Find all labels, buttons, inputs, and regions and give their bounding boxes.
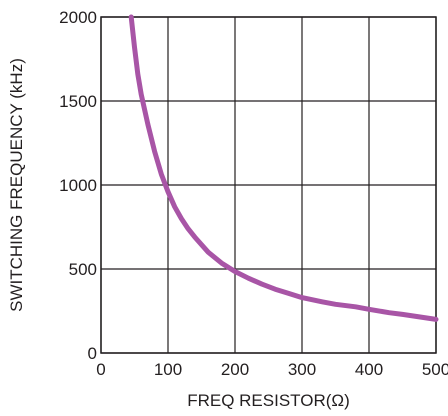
x-tick-label: 300 [288,360,316,379]
y-tick-label: 1000 [59,176,97,195]
y-tick-label: 2000 [59,8,97,27]
series-line [128,14,439,322]
y-tick-labels: 0 500 1000 1500 2000 [59,8,97,363]
x-tick-label: 200 [221,360,249,379]
y-tick-label: 0 [88,344,97,363]
y-tick-label: 500 [69,260,97,279]
x-tick-label: 400 [355,360,383,379]
x-axis-label: FREQ RESISTOR(Ω) [187,391,350,410]
grid [100,16,437,354]
x-tick-label: 100 [154,360,182,379]
y-axis-label: SWITCHING FREQUENCY (kHz) [7,58,26,312]
series-group [128,14,439,322]
plot-frame [100,16,437,354]
y-tick-label: 1500 [59,92,97,111]
x-tick-label: 500 [422,360,448,379]
x-tick-labels: 0 100 200 300 400 500 [96,360,448,379]
x-tick-label: 0 [96,360,105,379]
